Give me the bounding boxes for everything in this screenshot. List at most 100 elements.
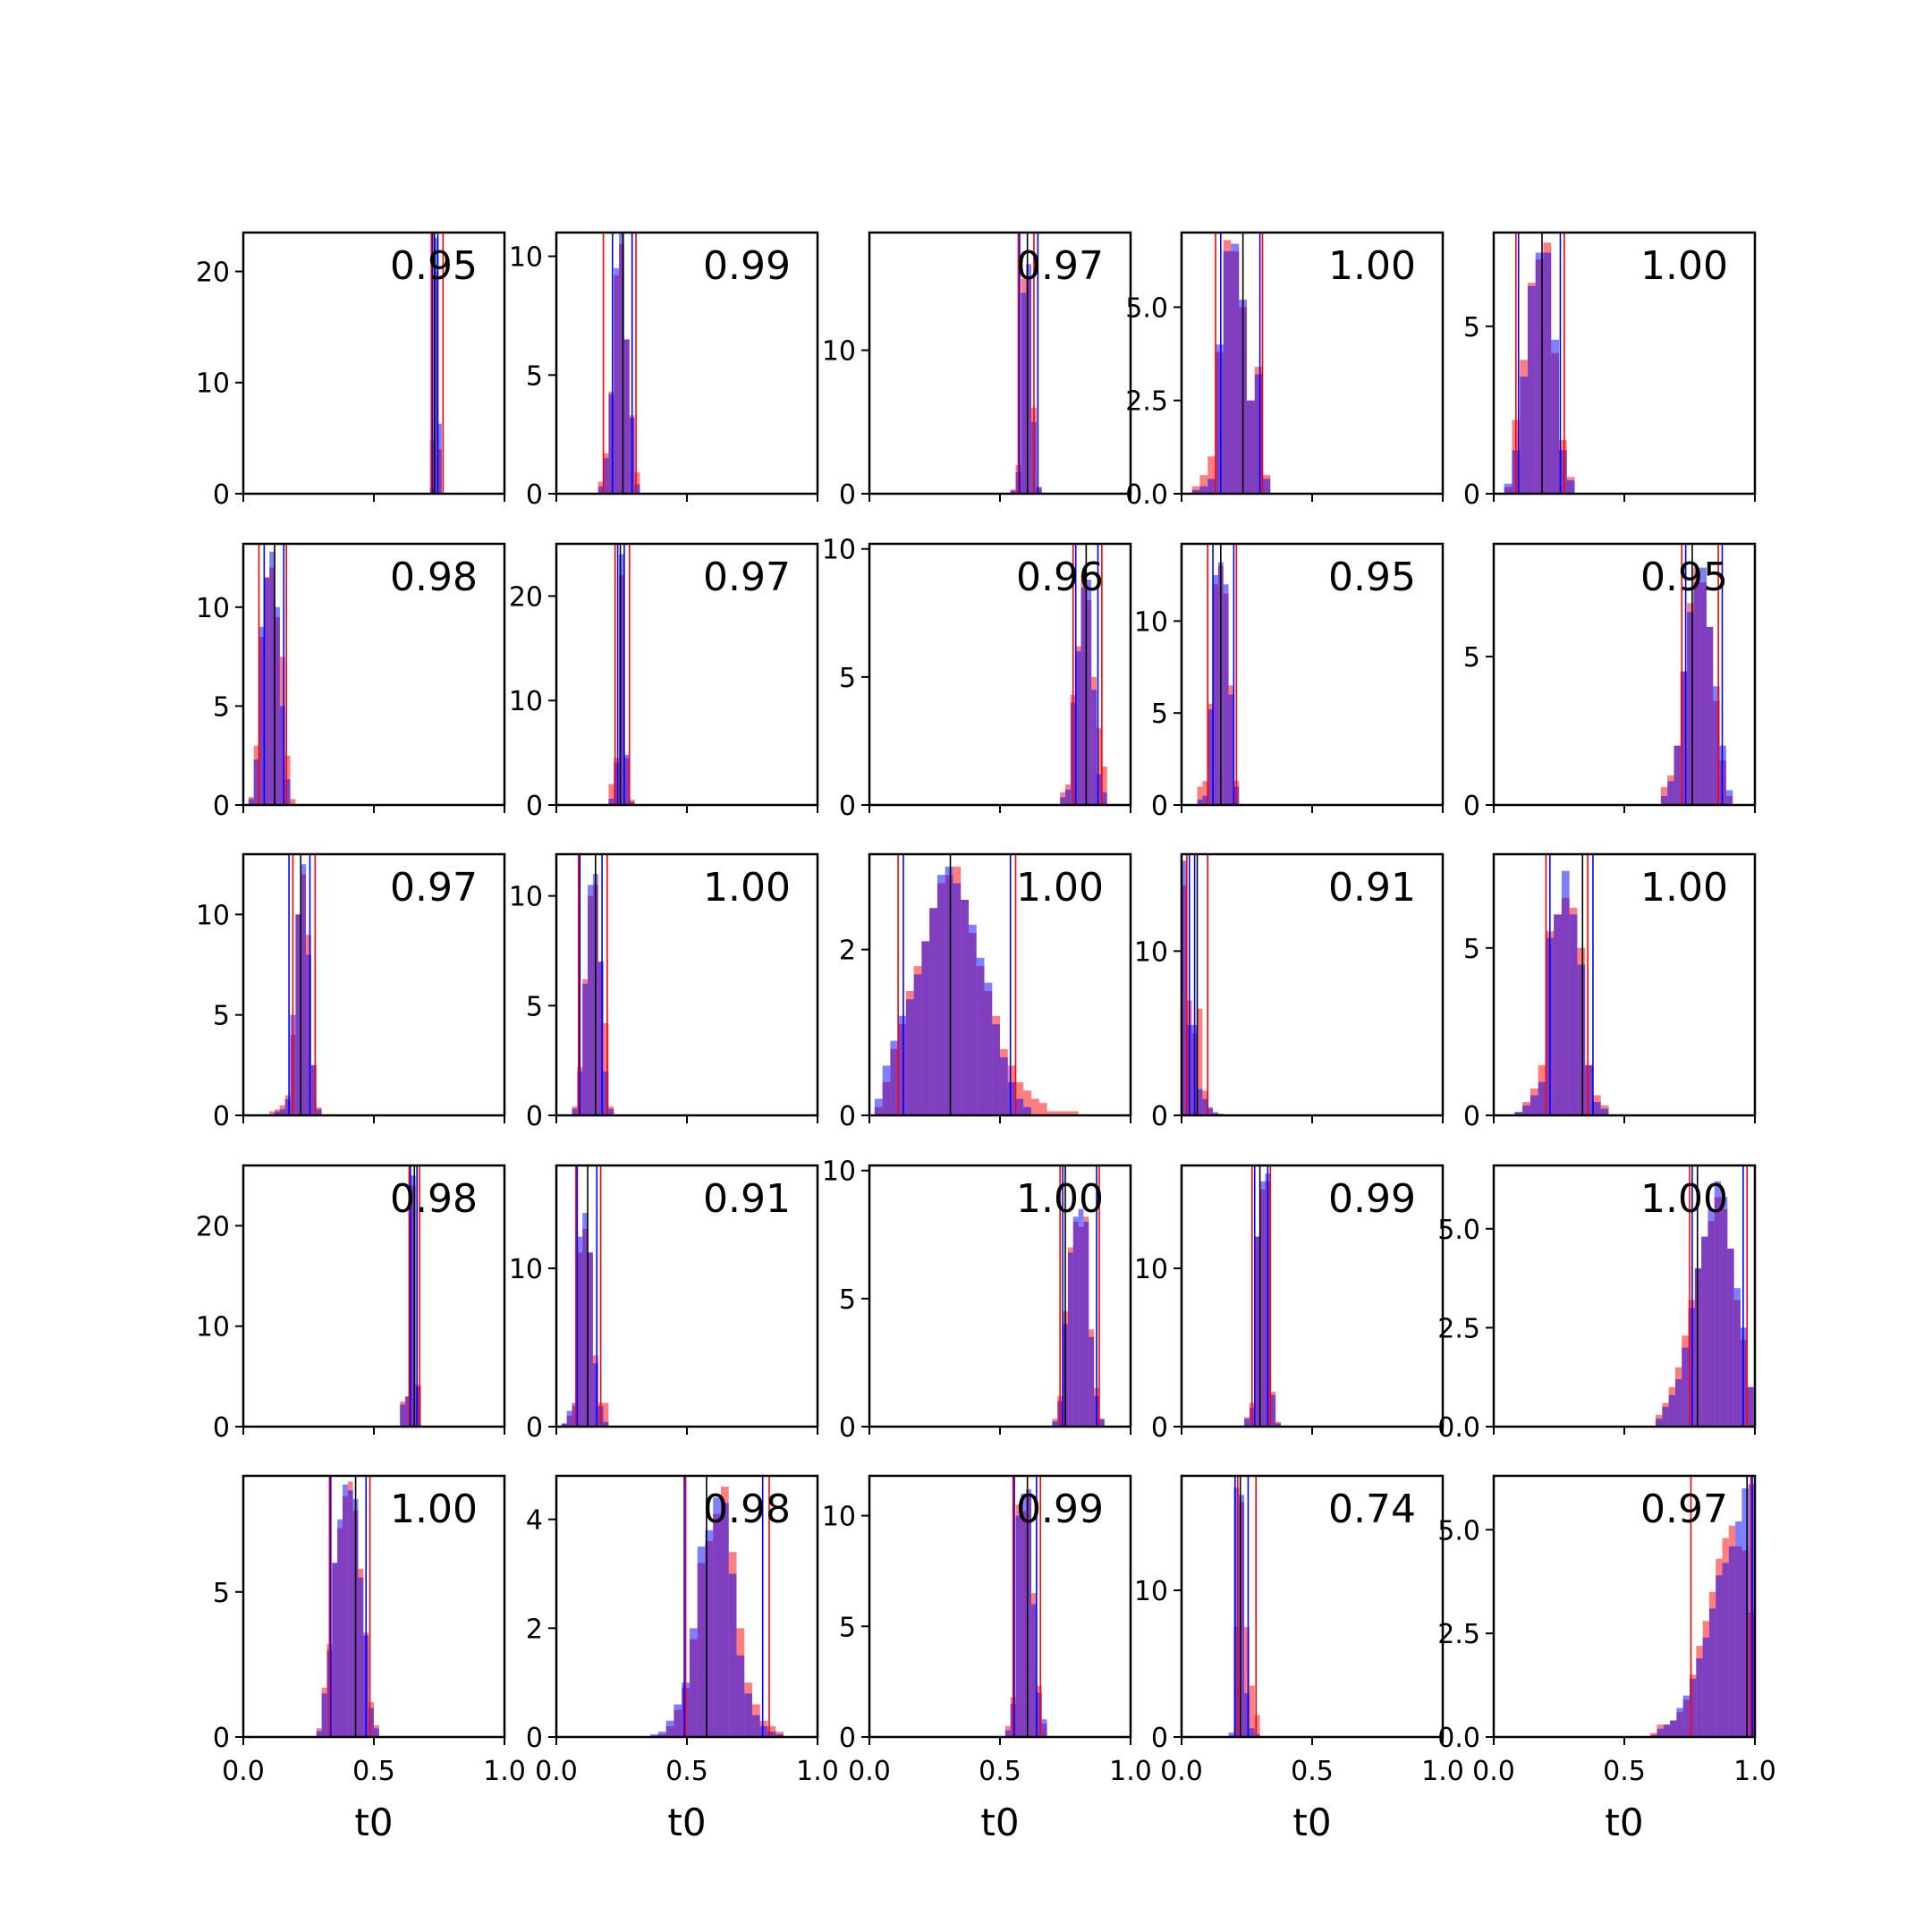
y-tick-label: 10: [822, 1157, 856, 1188]
x-axis-label: t0: [1605, 1801, 1643, 1844]
histogram-bar-blue: [713, 1497, 721, 1737]
histogram-bar-blue: [1722, 1563, 1729, 1737]
histogram-bar-blue: [1247, 400, 1255, 494]
histogram-bar-blue: [905, 999, 914, 1115]
histogram-bar-blue: [1089, 1336, 1095, 1427]
y-tick-label: 5: [1463, 312, 1480, 343]
histogram-bar-blue: [275, 1111, 280, 1115]
histogram-bar-blue: [1714, 1181, 1722, 1427]
y-tick-label: 0: [839, 1723, 856, 1754]
histogram-bar-blue: [1249, 1728, 1255, 1737]
plot-area: [561, 1165, 609, 1427]
histogram-bar-red: [269, 1111, 275, 1115]
panel-value-label: 0.97: [390, 865, 478, 911]
histogram-bar-blue: [405, 1396, 411, 1427]
histogram-bar-blue: [1275, 1423, 1281, 1427]
x-tick-label: 0.5: [1603, 1756, 1646, 1787]
histogram-bar-blue: [945, 866, 953, 1115]
histogram-bar-blue: [953, 883, 962, 1115]
histogram-bar-blue: [1228, 1733, 1234, 1737]
y-tick-label: 0: [1151, 1723, 1168, 1754]
y-tick-label: 10: [1134, 936, 1168, 968]
histogram-bar-blue: [1561, 870, 1570, 1115]
histogram-bar-blue: [921, 941, 930, 1115]
y-tick-label: 20: [196, 257, 230, 288]
subplot-4-5: 0.0 2.5 5.0 1.00: [1437, 1164, 1757, 1444]
panel-value-label: 0.97: [1640, 1487, 1728, 1532]
plot-area: [650, 1476, 784, 1737]
histogram-bar-blue: [582, 1213, 589, 1427]
histogram-bar-blue: [400, 1404, 406, 1427]
x-axis-label: t0: [1292, 1801, 1331, 1844]
subplot-3-2: 0 5 10 1.00: [509, 852, 819, 1132]
histogram-bar-blue: [665, 1720, 674, 1737]
histogram-bar-blue: [1668, 1394, 1675, 1427]
subplot-1-3: 0 10 0.97: [822, 231, 1132, 511]
subplot-2-5: 050.95: [1463, 542, 1757, 822]
histogram-bar-red: [1038, 1103, 1047, 1115]
histogram-bar-blue: [608, 1108, 614, 1115]
histogram-bar-blue: [1191, 489, 1200, 494]
x-axis-label: t0: [354, 1801, 393, 1844]
histogram-bar-blue: [1696, 1657, 1703, 1737]
y-tick-label: 0: [526, 479, 543, 511]
histogram-bar-blue: [614, 267, 620, 494]
panel-value-label: 1.00: [1328, 243, 1416, 289]
histogram-bar-blue: [1663, 1724, 1671, 1737]
subplot-4-4: 0 10 0.99: [1134, 1164, 1445, 1444]
histogram-bar-red: [1244, 1626, 1250, 1737]
y-tick-label: 0: [526, 1723, 543, 1754]
histogram-bar-blue: [1662, 1406, 1669, 1427]
histogram-bar-blue: [1097, 774, 1102, 805]
histogram-bar-blue: [572, 1402, 578, 1427]
histogram-bar-blue: [1520, 376, 1528, 494]
panel-value-label: 1.00: [1640, 243, 1728, 289]
histogram-bar-blue: [1693, 582, 1700, 805]
panel-value-label: 0.97: [703, 555, 791, 600]
histogram-bar-red: [1254, 1715, 1260, 1737]
panel-value-label: 1.00: [703, 865, 791, 911]
histogram-bar-blue: [582, 983, 589, 1115]
x-tick-label: 0.0: [848, 1756, 891, 1787]
histogram-bar-blue: [337, 1519, 343, 1737]
histogram-bar-blue: [597, 962, 604, 1115]
plot-area: [1182, 854, 1224, 1115]
histogram-bar-blue: [1223, 584, 1229, 805]
subplot-2-2: 0 10 20 0.97: [509, 542, 819, 822]
x-axis-label: t0: [667, 1801, 706, 1844]
histogram-bar-blue: [434, 238, 438, 494]
y-tick-label: 0: [1463, 1101, 1480, 1132]
histogram-bar-blue: [347, 1490, 353, 1737]
histogram-bar-red: [1070, 1111, 1079, 1115]
histogram-bar-blue: [1078, 1208, 1084, 1427]
histogram-bar-blue: [374, 1728, 379, 1737]
histogram-bar-red: [1031, 1098, 1039, 1115]
histogram-bar-red: [1197, 1008, 1203, 1115]
histogram-bar-blue: [332, 1563, 338, 1737]
histogram-bar-blue: [1543, 252, 1552, 494]
histogram-bar-blue: [301, 864, 307, 1115]
y-tick-label: 5.0: [1437, 1215, 1480, 1246]
subplot-5-1: 0 5 0.0 0.5 1.0 t0 1.00: [213, 1474, 526, 1844]
histogram-bar-red: [1046, 1111, 1055, 1115]
histogram-bar-blue: [874, 1098, 883, 1115]
panel-value-label: 0.99: [703, 243, 791, 289]
histogram-bar-blue: [992, 1024, 1000, 1115]
y-tick-label: 10: [822, 336, 856, 368]
histogram-bar-blue: [1514, 1112, 1523, 1115]
histogram-bar-blue: [248, 799, 254, 805]
x-tick-label: 0.0: [222, 1756, 265, 1787]
histogram-bar-blue: [1741, 1487, 1749, 1737]
histogram-bar-blue: [316, 1731, 322, 1737]
histogram-bar-blue: [1007, 1081, 1016, 1115]
histogram-bar-blue: [415, 1386, 421, 1427]
histogram-bar-blue: [890, 1040, 899, 1115]
plot-area: [1191, 233, 1271, 494]
histogram-bar-red: [1063, 1111, 1071, 1115]
histogram-bar-blue: [1716, 1575, 1723, 1737]
histogram-bar-blue: [1080, 587, 1087, 805]
plot-area: [248, 544, 296, 805]
histogram-bar-blue: [1239, 1495, 1245, 1737]
y-tick-label: 0: [1151, 1412, 1168, 1444]
